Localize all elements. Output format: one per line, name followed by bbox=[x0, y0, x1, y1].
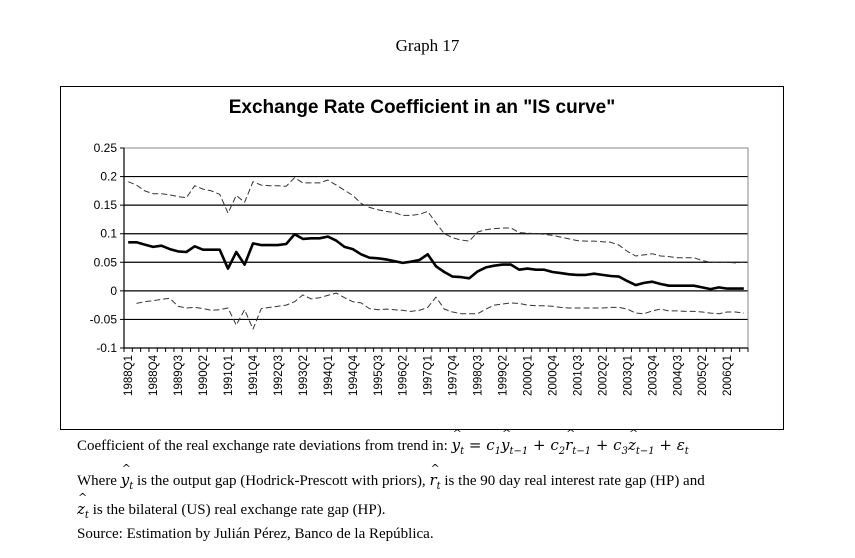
subscript-t: t bbox=[684, 446, 689, 457]
series-line-coefficient bbox=[128, 233, 744, 291]
line-chart: Exchange Rate Coefficient in an "IS curv… bbox=[90, 97, 749, 396]
y-tick-label: 0.25 bbox=[94, 141, 118, 155]
caption-where: Where bbox=[77, 473, 117, 489]
c-symbol: c bbox=[613, 436, 622, 454]
z-hat-t: zt bbox=[77, 491, 89, 521]
plus-sign: + bbox=[654, 436, 677, 454]
axes bbox=[120, 147, 749, 352]
caption-definitions-line: Where yt is the output gap (Hodrick-Pres… bbox=[77, 462, 705, 492]
x-tick-label: 2000Q1 bbox=[523, 355, 535, 396]
x-tick-label: 2006Q1 bbox=[722, 355, 734, 396]
plus-sign: + bbox=[528, 436, 551, 454]
r-hat-symbol: r bbox=[429, 462, 439, 489]
x-tick-label: 1988Q1 bbox=[123, 355, 135, 396]
x-tick-label: 2002Q2 bbox=[597, 355, 609, 396]
y-tick-label: 0.05 bbox=[94, 255, 118, 269]
y-tick-label: -0.05 bbox=[90, 312, 118, 326]
x-tick-label: 2004Q3 bbox=[672, 355, 684, 396]
subscript-t: t bbox=[436, 481, 441, 492]
x-tick-label: 1999Q2 bbox=[498, 355, 510, 396]
y-tick-label: 0.1 bbox=[100, 227, 117, 241]
x-tick-label: 1997Q4 bbox=[448, 354, 460, 396]
subscript-2: 2 bbox=[558, 446, 566, 457]
y-tick-label: 0.15 bbox=[94, 198, 118, 212]
graph-number-label: Graph 17 bbox=[395, 36, 460, 55]
series-line-upper-band bbox=[128, 177, 744, 264]
x-tick-label: 1991Q1 bbox=[223, 355, 235, 396]
y-tick-labels: 0.25 0.2 0.15 0.1 0.05 0 -0.05 -0.1 bbox=[90, 141, 118, 355]
gridlines bbox=[124, 175, 748, 321]
caption-source: Source: Estimation by Julián Pérez, Banc… bbox=[77, 526, 434, 542]
x-tick-label: 2005Q2 bbox=[697, 355, 709, 396]
y-hat-symbol: y bbox=[501, 427, 512, 454]
x-tick-label: 1993Q2 bbox=[298, 355, 310, 396]
c-symbol: c bbox=[486, 436, 495, 454]
y-tick-label: -0.1 bbox=[96, 341, 117, 355]
x-tick-label: 1998Q3 bbox=[473, 355, 485, 396]
is-curve-equation: yt = c1yt−1 + c2rt−1 + c3zt−1 + εt bbox=[452, 427, 689, 457]
x-tick-label: 2003Q1 bbox=[622, 355, 634, 396]
y-hat-symbol: y bbox=[452, 427, 463, 454]
caption-exchange-rate-gap: is the bilateral (US) real exchange rate… bbox=[92, 502, 386, 518]
caption-equation-line: Coefficient of the real exchange rate de… bbox=[77, 427, 689, 457]
y-tick-label: 0 bbox=[110, 284, 117, 298]
z-hat-symbol: z bbox=[628, 427, 638, 454]
x-tick-label: 1989Q3 bbox=[173, 355, 185, 396]
series-lines bbox=[128, 177, 744, 330]
r-hat-t: rt bbox=[429, 462, 441, 492]
y-tick-label: 0.2 bbox=[100, 170, 117, 184]
subscript-t-minus-1: t−1 bbox=[509, 446, 529, 457]
r-hat-symbol: r bbox=[565, 427, 575, 454]
c-symbol: c bbox=[550, 436, 559, 454]
x-tick-label: 2000Q4 bbox=[547, 354, 559, 396]
subscript-t-minus-1: t−1 bbox=[572, 446, 592, 457]
x-tick-label: 2003Q4 bbox=[647, 354, 659, 396]
series-line-lower-band bbox=[136, 292, 744, 330]
x-tick-label: 2001Q3 bbox=[572, 355, 584, 396]
x-tick-label: 1995Q3 bbox=[373, 355, 385, 396]
caption-exchange-line: zt is the bilateral (US) real exchange r… bbox=[77, 491, 386, 521]
caption-output-gap: is the output gap (Hodrick-Prescott with… bbox=[136, 473, 426, 489]
chart-frame: Exchange Rate Coefficient in an "IS curv… bbox=[60, 86, 784, 430]
plot-area-border bbox=[123, 147, 749, 349]
plus-sign: + bbox=[591, 436, 614, 454]
chart-title: Exchange Rate Coefficient in an "IS curv… bbox=[229, 97, 616, 118]
subscript-3: 3 bbox=[621, 446, 628, 457]
x-tick-label: 1992Q3 bbox=[273, 355, 285, 396]
y-hat-symbol: y bbox=[121, 462, 132, 489]
x-tick-label: 1996Q2 bbox=[398, 355, 410, 396]
equals-sign: = bbox=[464, 436, 487, 454]
x-tick-label: 1990Q2 bbox=[198, 355, 210, 396]
x-tick-label: 1988Q4 bbox=[148, 354, 160, 396]
caption-interest-rate-gap: is the 90 day real interest rate gap (HP… bbox=[444, 473, 705, 489]
z-hat-symbol: z bbox=[77, 491, 87, 518]
x-tick-label: 1994Q1 bbox=[323, 355, 335, 396]
subscript-t: t bbox=[129, 481, 134, 492]
x-tick-labels: 1988Q1 1988Q4 1989Q3 1990Q2 1991Q1 1991Q4 1992… bbox=[123, 354, 734, 396]
epsilon-symbol: ε bbox=[676, 436, 685, 454]
x-tick-label: 1997Q1 bbox=[423, 355, 435, 396]
x-tick-label: 1991Q4 bbox=[248, 354, 260, 396]
subscript-t: t bbox=[84, 510, 89, 521]
subscript-t-minus-1: t−1 bbox=[635, 446, 655, 457]
y-hat-t: yt bbox=[121, 462, 134, 492]
subscript-t: t bbox=[460, 446, 465, 457]
caption-line1-text: Coefficient of the real exchange rate de… bbox=[77, 438, 448, 454]
subscript-1: 1 bbox=[494, 446, 501, 457]
x-tick-label: 1994Q4 bbox=[348, 354, 360, 396]
